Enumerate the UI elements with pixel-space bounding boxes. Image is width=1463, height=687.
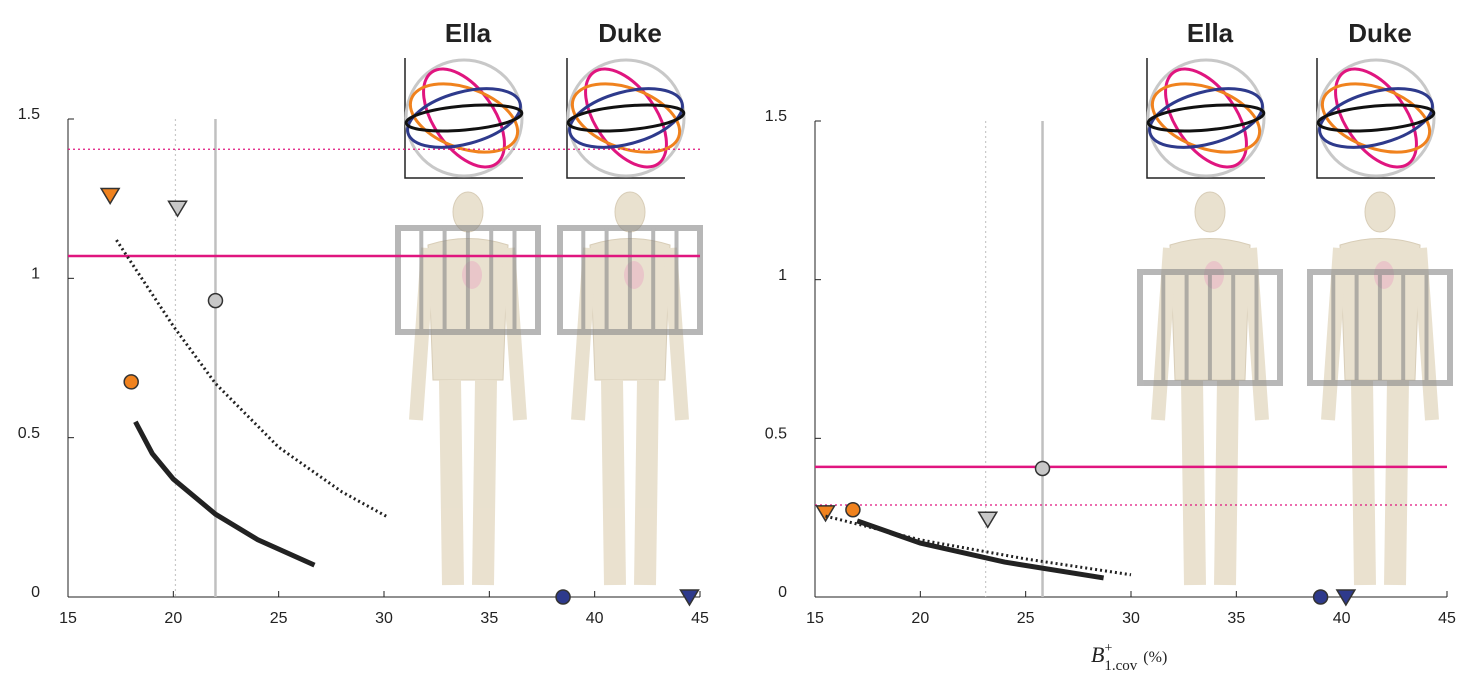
x-tick-label: 20 [911,610,929,627]
point [207,292,224,309]
point [845,501,861,518]
head [1194,191,1226,233]
label-sub: 1.cov [1104,658,1137,674]
head [1364,191,1396,233]
inset-ellipse [422,67,506,169]
x-tick-label: 25 [1017,610,1035,627]
inset-axes [566,58,685,179]
x-axis-label: B+ 1.cov (%) [1091,641,1167,674]
y-tick-label: 1.5 [18,106,40,123]
point [679,589,700,607]
point [1034,460,1051,477]
x-tick-label: 15 [806,610,824,627]
legs [439,379,497,586]
point [1335,589,1357,607]
trend-curve [825,514,1132,577]
inset-axes [1316,58,1435,179]
ellipse-inset [1316,58,1436,179]
inset-circle [404,58,524,178]
inset-title: Duke [598,18,662,48]
ellipse-inset [404,58,524,179]
coil [557,225,703,335]
y-tick-label: 1 [31,266,40,283]
inset-ellipse [566,103,686,133]
x-tick-label: 45 [1438,610,1456,627]
inset-title: Ella [1187,18,1234,48]
inset-ellipse [570,82,682,154]
inset-ellipse [1316,103,1436,133]
legs [601,379,659,586]
point [555,589,571,605]
x-tick-label: 25 [270,610,288,627]
label-unit: (%) [1143,649,1167,666]
x-tick-label: 15 [59,610,77,627]
y-tick-label: 0.5 [18,425,40,442]
inset-ellipse [1146,103,1266,133]
inset-title: Duke [1348,18,1412,48]
ellipse-inset [1146,58,1266,179]
inset-ellipse [404,103,524,133]
point [815,505,836,523]
inset-ellipse [1164,67,1248,169]
coil [395,225,541,335]
inset-ellipse [1150,82,1262,154]
coil [1307,269,1453,386]
x-tick-label: 40 [1333,610,1351,627]
inset-ellipse [408,82,520,154]
point [167,200,188,218]
y-tick-label: 0.5 [765,426,787,443]
inset-circle [1146,58,1266,178]
point [99,187,121,205]
heart [462,261,482,289]
x-tick-label: 20 [164,610,182,627]
heart [624,261,644,289]
inset-ellipse [1320,82,1432,154]
inset-ellipse [584,67,668,169]
inset-ellipse [406,87,522,149]
trend-curve [856,518,1105,581]
coil [1137,269,1283,386]
point [977,511,999,529]
inset-title: Ella [445,18,492,48]
label-base: B [1091,642,1104,667]
inset-ellipse [568,87,684,149]
x-tick-label: 40 [586,610,604,627]
trend-curve [133,420,316,568]
label-sup: + [1104,641,1112,656]
legs [1181,379,1239,586]
y-tick-label: 0 [31,584,40,601]
body-model [1151,191,1269,586]
x-tick-label: 45 [691,610,709,627]
point [1312,589,1329,605]
y-tick-label: 1 [778,267,787,284]
body-model [1321,191,1439,586]
y-tick-label: 0 [778,584,787,601]
x-tick-label: 35 [480,610,498,627]
legs [1351,379,1409,586]
inset-ellipse [1148,87,1264,149]
point [123,374,139,390]
inset-ellipse [1318,87,1434,149]
inset-circle [566,58,686,178]
y-tick-label: 1.5 [765,108,787,125]
inset-axes [1146,58,1265,179]
ellipse-inset [566,58,686,179]
inset-ellipse [1334,67,1418,169]
x-tick-label: 30 [375,610,393,627]
inset-circle [1316,58,1436,178]
inset-axes [404,58,523,179]
x-tick-label: 30 [1122,610,1140,627]
trend-curve [115,239,389,519]
x-tick-label: 35 [1227,610,1245,627]
